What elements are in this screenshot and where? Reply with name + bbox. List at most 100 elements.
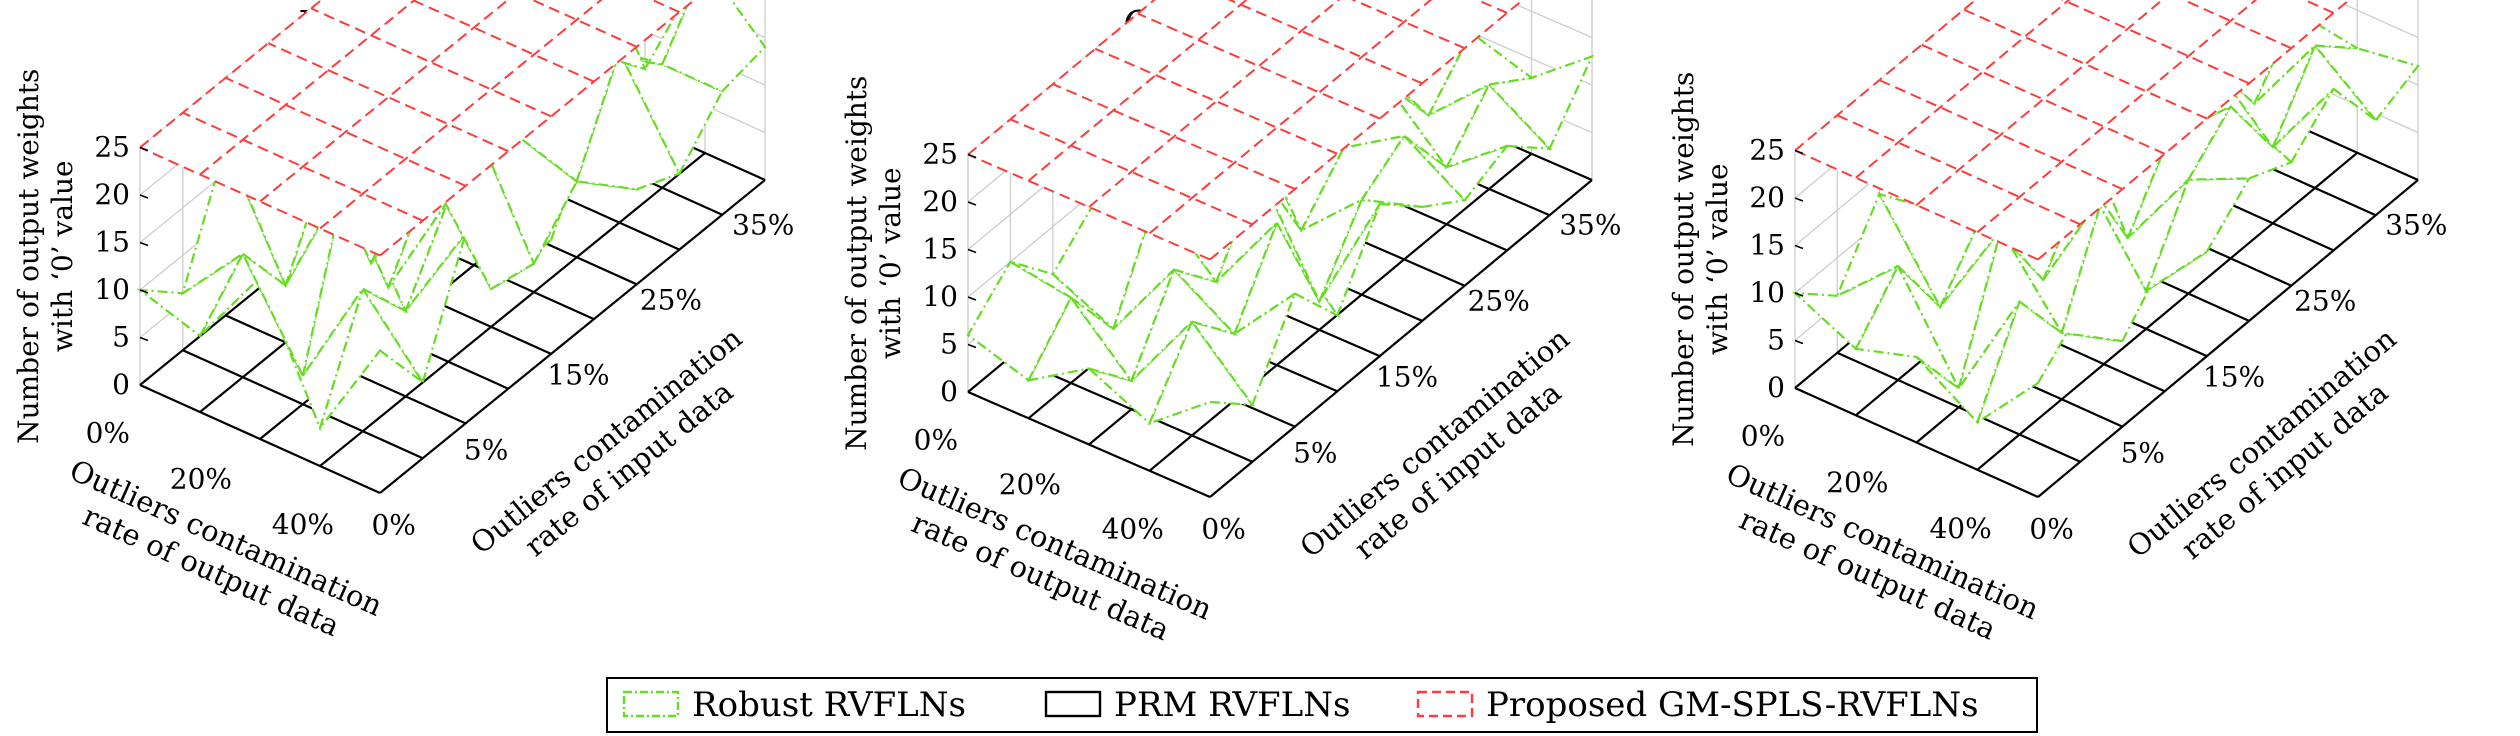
robust-surface-cell bbox=[1403, 135, 1511, 202]
z-tick bbox=[139, 384, 149, 389]
prm-mesh-line bbox=[1976, 151, 2359, 471]
gm-mesh-line bbox=[319, 0, 603, 230]
gm-mesh-line bbox=[530, 0, 638, 48]
input-rate-tick-label: 5% bbox=[2121, 437, 2165, 470]
gm-mesh-line bbox=[2037, 0, 2351, 261]
gm-mesh-line bbox=[139, 146, 381, 257]
z-tick-label: 0 bbox=[940, 375, 958, 408]
input-rate-tick-label: 15% bbox=[1376, 361, 1438, 394]
input-rate-axis: 0% 5% 15% 25% 35% bbox=[1201, 208, 1621, 545]
z-tick-label: 0 bbox=[112, 368, 130, 401]
gm-mesh-line bbox=[310, 7, 552, 118]
robust-surface-cell bbox=[1130, 267, 1238, 382]
gm-mesh-line bbox=[182, 111, 424, 222]
prm-mesh-line bbox=[1209, 179, 1593, 498]
gm-mesh-line bbox=[2181, 0, 2292, 50]
z-axis: 0 5 10 15 20 25 bbox=[94, 131, 149, 401]
robust-surface-cell bbox=[1999, 192, 2105, 336]
output-rate-tick-label: 40% bbox=[1929, 512, 1991, 545]
gm-mesh-line bbox=[267, 42, 509, 153]
gm-mesh-line bbox=[1976, 0, 2258, 234]
robust-surface-cell bbox=[258, 277, 364, 432]
gm-mesh-line bbox=[1052, 83, 1296, 191]
gm-mesh-line bbox=[2060, 0, 2250, 85]
gm-mesh-line bbox=[1094, 47, 1338, 155]
prm-mesh-line bbox=[1794, 386, 2039, 499]
z-tick-label: 20 bbox=[1749, 181, 1785, 214]
gm-mesh-line bbox=[1351, 0, 1466, 50]
gm-mesh-line bbox=[199, 0, 417, 176]
series-gm-spls-rvflns bbox=[1794, 0, 2351, 261]
z-tick-label: 20 bbox=[922, 185, 958, 218]
z-axis-label: Number of output weights with ‘0’ value bbox=[1667, 72, 1734, 447]
gm-mesh-line bbox=[1148, 0, 1433, 235]
output-rate-tick-label: 40% bbox=[1102, 513, 1164, 546]
input-rate-tick-label: 5% bbox=[464, 434, 508, 467]
legend-item-robust: Robust RVFLNs bbox=[622, 685, 966, 725]
robust-surface-cell bbox=[1915, 300, 2021, 425]
z-axis-label: Number of output weights with ‘0’ value bbox=[12, 69, 79, 444]
z-tick bbox=[967, 248, 977, 254]
z-tick-label: 20 bbox=[94, 178, 130, 211]
gm-mesh-line bbox=[1137, 12, 1381, 120]
gm-mesh-line bbox=[1010, 118, 1253, 226]
z-axis: 0 5 10 15 20 25 bbox=[922, 138, 977, 408]
robust-surface-cell bbox=[1359, 134, 1467, 209]
gm-mesh-line bbox=[1209, 0, 1525, 261]
gm-plane-fill bbox=[968, 0, 1523, 260]
legend: Robust RVFLNs PRM RVFLNs Proposed GM-SPLS-… bbox=[606, 677, 2038, 733]
legend-item-prm: PRM RVFLNs bbox=[1044, 685, 1350, 725]
legend-label: PRM RVFLNs bbox=[1114, 685, 1350, 725]
input-rate-tick-label: 0% bbox=[371, 509, 415, 542]
robust-surface-cell bbox=[1444, 82, 1553, 170]
gm-mesh-line bbox=[1088, 0, 1341, 208]
gm-mesh-line bbox=[1794, 149, 2039, 261]
gm-mesh-line bbox=[967, 153, 1211, 261]
z-tick bbox=[967, 153, 977, 159]
input-rate-tick-label: 35% bbox=[2385, 208, 2447, 241]
prm-mesh-line bbox=[319, 152, 706, 467]
robust-surface-cell bbox=[359, 232, 467, 385]
z-tick-label: 15 bbox=[94, 226, 130, 259]
z-tick-label: 25 bbox=[94, 131, 130, 164]
input-rate-axis: 0% 5% 15% 25% 35% bbox=[371, 208, 794, 541]
wall-gridline bbox=[967, 0, 1156, 156]
z-tick bbox=[1794, 339, 1804, 345]
legend-box bbox=[606, 677, 2038, 733]
robust-surface-cell bbox=[2312, 44, 2420, 122]
z-label-line-1: Number of output weights bbox=[12, 69, 45, 444]
output-rate-axis: 0% 20% 40% bbox=[86, 416, 334, 541]
z-tick-label: 10 bbox=[94, 273, 130, 306]
robust-surface-cell bbox=[1426, 30, 1535, 118]
gm-mesh-line bbox=[259, 0, 510, 203]
gm-mesh-line bbox=[379, 0, 696, 257]
z-tick-label: 15 bbox=[922, 233, 958, 266]
legend-swatch bbox=[1416, 690, 1474, 718]
robust-surface-cell bbox=[2253, 9, 2358, 105]
wall-gridline bbox=[1503, 0, 1593, 39]
legend-item-gm-spls: Proposed GM-SPLS-RVFLNs bbox=[1416, 685, 1979, 725]
input-rate-tick-label: 25% bbox=[640, 283, 702, 316]
z-tick bbox=[139, 336, 149, 342]
gm-mesh-line bbox=[1836, 114, 2081, 226]
legend-swatch bbox=[1044, 690, 1102, 718]
robust-surface-cell bbox=[1189, 290, 1298, 408]
input-rate-tick-label: 35% bbox=[1559, 208, 1621, 241]
z-tick-label: 25 bbox=[1749, 134, 1785, 167]
z-axis: 0 5 10 15 20 25 bbox=[1749, 134, 1804, 404]
prm-mesh-line bbox=[139, 383, 381, 495]
output-rate-tick-label: 20% bbox=[1826, 466, 1888, 499]
output-rate-tick-label: 20% bbox=[999, 468, 1061, 501]
gm-mesh-line bbox=[1915, 0, 2164, 206]
z-tick bbox=[967, 391, 977, 396]
z-tick-label: 25 bbox=[922, 138, 958, 171]
prm-mesh-line bbox=[967, 390, 1211, 499]
z-label-line-2: with ‘0’ value bbox=[874, 167, 907, 359]
z-tick-label: 10 bbox=[1749, 276, 1785, 309]
robust-surface-cell bbox=[1257, 169, 1364, 305]
